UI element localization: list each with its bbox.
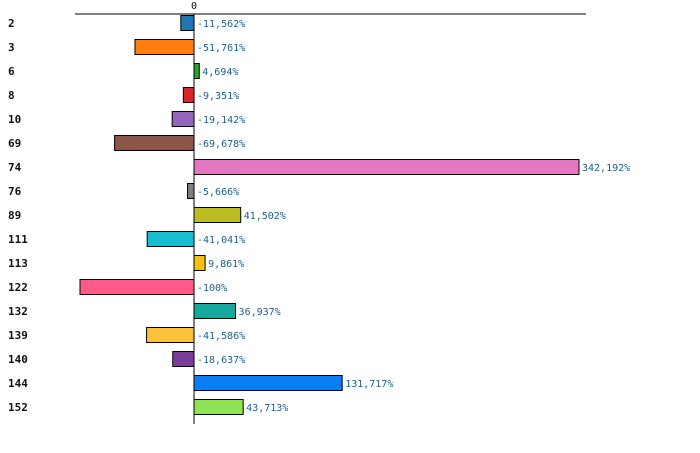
category-label: 89	[8, 209, 21, 222]
value-label: -100%	[197, 283, 227, 294]
bars-group	[79, 15, 580, 415]
category-label: 111	[8, 233, 28, 246]
value-label: 9,861%	[208, 259, 244, 270]
category-label: 122	[8, 281, 28, 294]
value-label: -69,678%	[197, 139, 245, 150]
value-label: -9,351%	[197, 91, 239, 102]
category-label: 74	[8, 161, 22, 174]
category-label: 139	[8, 329, 28, 342]
labels-group: 2 -11,562% 3 -51,761% 6 4,694% 8 -9,351% 10 -19,1…	[8, 17, 630, 414]
bar	[171, 111, 195, 127]
value-label: -5,666%	[197, 187, 239, 198]
bar	[146, 231, 195, 247]
bar	[172, 351, 195, 367]
bar	[146, 327, 195, 343]
value-label: -19,142%	[197, 115, 245, 126]
value-label: -11,562%	[197, 19, 245, 30]
category-label: 140	[8, 353, 28, 366]
category-label: 76	[8, 185, 22, 198]
bar	[182, 87, 195, 103]
bar	[134, 39, 195, 55]
bar	[79, 279, 195, 295]
value-label: -41,041%	[197, 235, 245, 246]
category-label: 10	[8, 113, 21, 126]
category-label: 132	[8, 305, 28, 318]
bar	[193, 159, 580, 175]
value-label: 4,694%	[202, 67, 238, 78]
category-label: 113	[8, 257, 28, 270]
category-label: 69	[8, 137, 21, 150]
category-label: 152	[8, 401, 28, 414]
value-label: 41,502%	[244, 211, 286, 222]
value-label: 36,937%	[239, 307, 281, 318]
bar	[193, 255, 206, 271]
bar	[193, 207, 242, 223]
bar	[193, 375, 343, 391]
category-label: 3	[8, 41, 15, 54]
value-label: -18,637%	[197, 355, 245, 366]
category-label: 2	[8, 17, 15, 30]
bar	[193, 63, 200, 79]
value-label: 342,192%	[582, 163, 630, 174]
category-label: 6	[8, 65, 15, 78]
category-label: 8	[8, 89, 15, 102]
value-label: 131,717%	[345, 379, 393, 390]
value-label: -51,761%	[197, 43, 245, 54]
bar	[187, 183, 195, 199]
bar	[180, 15, 195, 31]
zero-tick-label: 0	[191, 1, 197, 12]
category-label: 144	[8, 377, 28, 390]
bar	[193, 399, 244, 415]
value-label: 43,713%	[246, 403, 288, 414]
bar	[193, 303, 237, 319]
value-label: -41,586%	[197, 331, 245, 342]
bar	[114, 135, 195, 151]
